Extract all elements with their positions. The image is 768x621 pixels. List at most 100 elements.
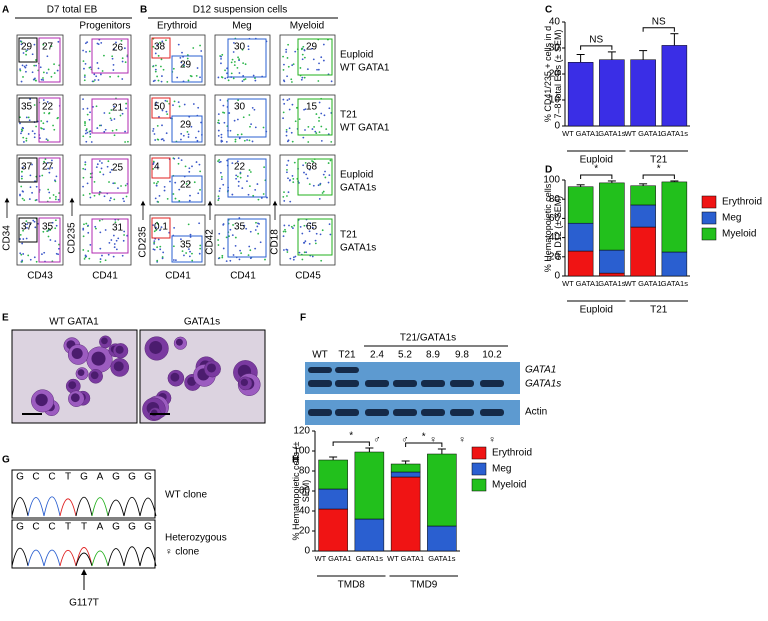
legend-swatch xyxy=(471,478,487,492)
y-tick-label: 60 xyxy=(299,486,311,497)
band xyxy=(365,380,389,387)
flow-dot xyxy=(85,255,88,258)
flow-dot xyxy=(173,100,176,103)
flow-dot xyxy=(156,221,158,224)
flow-dot xyxy=(108,181,110,183)
flow-dot xyxy=(107,253,110,256)
flow-dot xyxy=(328,174,331,177)
flow-dot xyxy=(99,258,102,260)
flow-dot xyxy=(29,174,32,177)
flow-dot xyxy=(305,173,308,176)
cell-nucleus xyxy=(101,337,108,345)
flow-dot xyxy=(285,48,288,51)
band xyxy=(365,409,389,416)
flow-dot xyxy=(234,138,237,141)
flow-dot xyxy=(229,228,232,231)
flow-dot xyxy=(321,192,324,194)
flow-dot xyxy=(308,230,311,233)
flow-dot xyxy=(88,257,91,260)
flow-dot xyxy=(113,48,115,51)
y-tick-label: 0 xyxy=(304,546,310,557)
flow-dot xyxy=(157,180,159,183)
flow-dot xyxy=(84,42,87,45)
flow-dot xyxy=(29,223,32,226)
flow-dot xyxy=(50,75,53,78)
flow-dot xyxy=(21,170,23,173)
gate xyxy=(38,157,61,203)
flow-dot xyxy=(177,101,180,104)
cell-nucleus xyxy=(206,363,216,373)
flow-dot xyxy=(154,70,157,73)
flow-dot xyxy=(232,77,235,80)
x-tick-label: WT GATA1 xyxy=(562,129,600,138)
flow-dot xyxy=(192,103,195,105)
flow-dot xyxy=(236,175,239,178)
flow-dot xyxy=(225,140,228,143)
flow-dot xyxy=(320,56,323,59)
flow-dot xyxy=(254,189,257,191)
flow-dot xyxy=(95,227,97,230)
flow-dot xyxy=(228,235,230,238)
panel-label: D xyxy=(545,165,552,176)
flow-dot xyxy=(298,118,301,121)
flow-dot xyxy=(222,183,225,186)
gate xyxy=(18,97,38,123)
flow-dot xyxy=(123,200,125,203)
gate-percent: 0.1 xyxy=(154,222,168,233)
flow-dot xyxy=(113,198,116,201)
chromatogram xyxy=(11,469,156,519)
flow-dot xyxy=(302,45,305,48)
flow-dot xyxy=(285,128,288,131)
panel-label: C xyxy=(545,5,552,16)
flow-dot xyxy=(57,253,60,256)
flow-dot xyxy=(58,243,60,246)
gate-percent: 38 xyxy=(154,42,166,53)
flow-dot xyxy=(191,165,193,168)
flow-dot xyxy=(220,133,223,136)
flow-dot xyxy=(266,196,268,199)
y-tick-label: 10 xyxy=(549,95,561,106)
flow-dot xyxy=(238,72,241,74)
legend-swatch xyxy=(471,462,487,476)
flow-dot xyxy=(322,173,325,176)
flow-dot xyxy=(287,159,290,162)
flow-dot xyxy=(303,108,305,111)
flow-dot xyxy=(112,182,115,185)
flow-dot xyxy=(95,166,98,169)
x-tick-label: GATA1s xyxy=(660,129,688,138)
flow-dot xyxy=(86,182,89,185)
flow-dot xyxy=(42,230,45,233)
flow-dot xyxy=(218,158,221,161)
flow-dot xyxy=(195,161,198,163)
flow-dot xyxy=(98,219,101,222)
flow-dot xyxy=(45,138,48,141)
flow-dot xyxy=(174,259,177,262)
flow-dot xyxy=(304,108,307,111)
flow-dot xyxy=(33,132,36,135)
flow-dot xyxy=(282,195,285,198)
flow-dot xyxy=(290,131,293,134)
flow-dot xyxy=(313,126,315,128)
significance-bracket xyxy=(332,441,370,446)
flow-dot xyxy=(286,164,288,167)
flow-dot xyxy=(305,224,308,227)
flow-dot xyxy=(166,198,169,200)
flow-dot xyxy=(98,160,101,162)
flow-dot xyxy=(188,170,191,173)
flow-dot xyxy=(104,259,107,262)
flow-dot xyxy=(161,109,164,112)
flow-dot xyxy=(307,141,310,143)
flow-dot xyxy=(46,139,49,142)
flow-dot xyxy=(187,136,190,138)
base-call: T xyxy=(65,522,71,533)
flow-dot xyxy=(20,185,23,188)
flow-dot xyxy=(290,78,293,81)
flow-dot xyxy=(163,139,165,142)
flow-dot xyxy=(311,226,314,229)
flow-dot xyxy=(189,233,192,236)
flow-dot xyxy=(249,125,251,128)
flow-dot xyxy=(47,188,50,191)
flow-dot xyxy=(282,235,285,238)
flow-dot xyxy=(198,222,201,225)
flow-dot xyxy=(156,246,159,249)
